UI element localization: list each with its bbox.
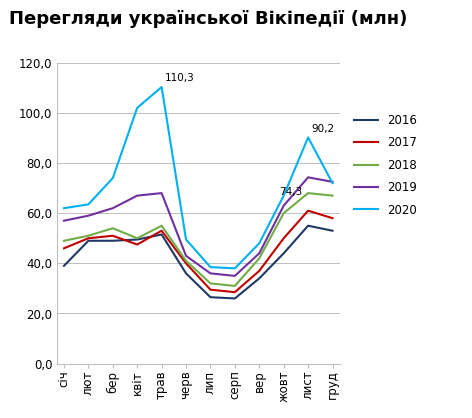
2016 [135, 237, 140, 242]
2017 [61, 246, 67, 251]
2020 [329, 181, 335, 186]
2018 [61, 238, 67, 243]
2018 [183, 258, 189, 263]
2016 [256, 276, 262, 281]
2017 [135, 242, 140, 247]
2018 [232, 283, 238, 288]
2020 [61, 206, 67, 211]
2018 [281, 211, 287, 216]
2017 [159, 228, 164, 233]
2017 [281, 236, 287, 241]
Text: 110,3: 110,3 [165, 73, 195, 83]
2017 [329, 216, 335, 221]
Line: 2019: 2019 [64, 177, 332, 276]
2016 [329, 228, 335, 233]
2019 [305, 175, 311, 180]
2020 [281, 193, 287, 198]
2018 [85, 233, 91, 238]
Text: 90,2: 90,2 [312, 124, 335, 134]
2016 [305, 223, 311, 228]
2017 [305, 208, 311, 213]
2018 [329, 193, 335, 198]
2019 [208, 271, 213, 276]
2018 [256, 256, 262, 261]
2017 [183, 261, 189, 266]
2020 [305, 135, 311, 140]
2017 [85, 236, 91, 241]
2016 [183, 271, 189, 276]
2020 [159, 84, 164, 89]
2019 [85, 213, 91, 218]
2020 [208, 265, 213, 270]
2018 [135, 236, 140, 241]
2019 [329, 179, 335, 184]
2018 [110, 226, 116, 231]
Line: 2020: 2020 [64, 87, 332, 268]
2020 [256, 241, 262, 246]
Legend: 2016, 2017, 2018, 2019, 2020: 2016, 2017, 2018, 2019, 2020 [354, 114, 417, 217]
2016 [208, 295, 213, 300]
2020 [183, 237, 189, 242]
2020 [110, 176, 116, 181]
2016 [85, 238, 91, 243]
2019 [61, 218, 67, 223]
2017 [256, 268, 262, 273]
2019 [159, 191, 164, 196]
2018 [305, 191, 311, 196]
2019 [232, 273, 238, 278]
2020 [85, 202, 91, 207]
Line: 2017: 2017 [64, 211, 332, 292]
2018 [159, 223, 164, 228]
2019 [110, 206, 116, 211]
2019 [135, 193, 140, 198]
2016 [159, 232, 164, 237]
2017 [208, 287, 213, 292]
Text: Перегляди української Вікіпедії (млн): Перегляди української Вікіпедії (млн) [9, 10, 408, 28]
2017 [110, 233, 116, 238]
2016 [281, 251, 287, 256]
2016 [110, 238, 116, 243]
Line: 2016: 2016 [64, 226, 332, 298]
2016 [232, 296, 238, 301]
2017 [232, 290, 238, 295]
2020 [135, 105, 140, 110]
2019 [281, 203, 287, 208]
Text: 74,3: 74,3 [279, 187, 302, 197]
Line: 2018: 2018 [64, 193, 332, 286]
2020 [232, 266, 238, 271]
2018 [208, 281, 213, 286]
2019 [183, 253, 189, 258]
2019 [256, 251, 262, 256]
2016 [61, 263, 67, 268]
